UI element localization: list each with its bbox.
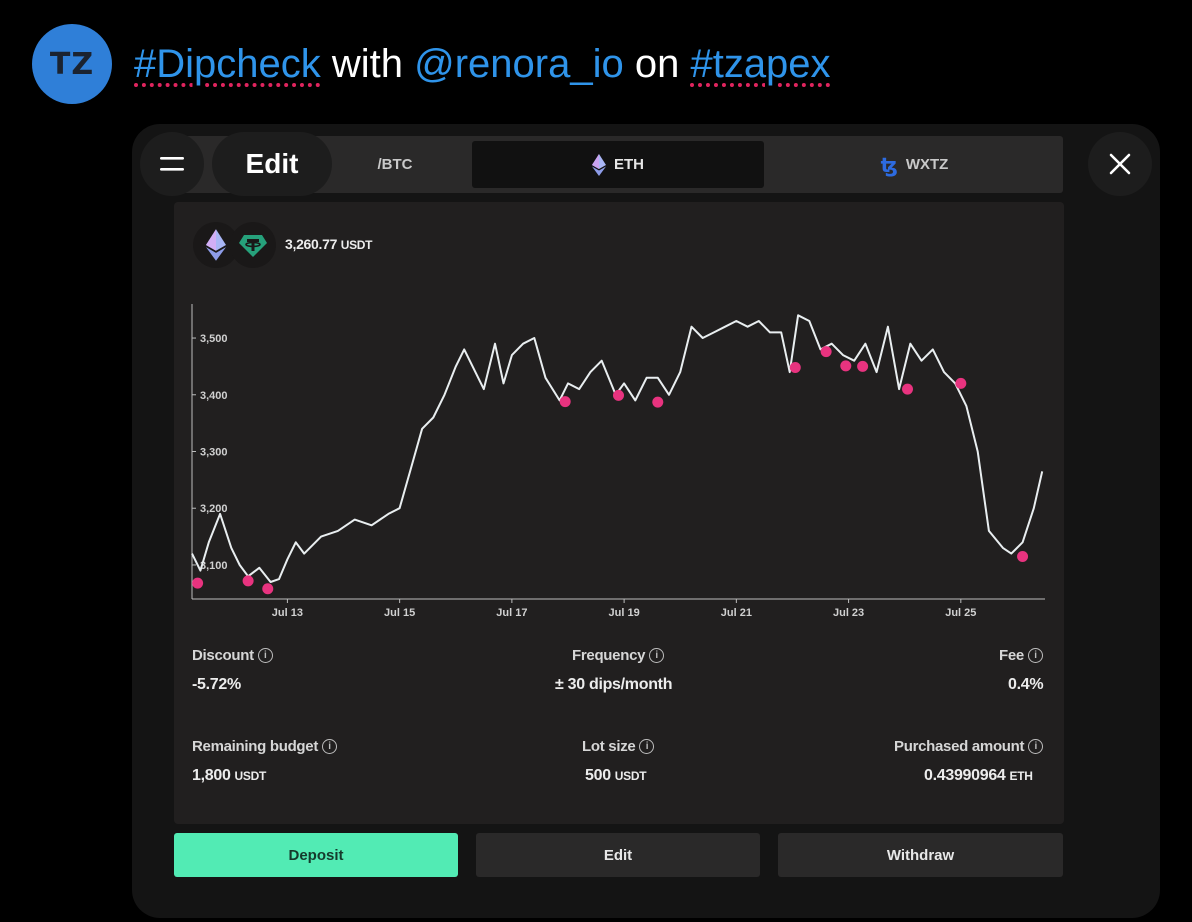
purchased-amount-label-text: Purchased amount <box>894 738 1025 755</box>
edit-image-button[interactable]: Edit <box>212 132 332 196</box>
ethereum-icon <box>206 229 226 261</box>
hamburger-icon <box>160 157 184 171</box>
info-icon[interactable]: i <box>257 648 273 663</box>
tether-icon <box>239 235 267 257</box>
fee-value: 0.4% <box>1008 676 1044 693</box>
fee-label: Fee i <box>999 647 1043 664</box>
avatar-initials: TZ <box>49 46 95 82</box>
purchased-amount-value: 0.43990964 ETH <box>924 767 1033 785</box>
y-tick-label: 3,500 <box>200 333 228 345</box>
price-value: 3,260.77 <box>285 236 338 252</box>
dip-point <box>820 346 832 358</box>
deposit-button[interactable]: Deposit <box>174 833 458 877</box>
dip-point <box>857 360 869 372</box>
close-button[interactable] <box>1088 132 1152 196</box>
dip-point <box>955 377 967 389</box>
tab-wxtz-label: WXTZ <box>905 156 949 173</box>
dip-point <box>789 362 801 374</box>
ethereum-icon <box>592 153 606 176</box>
price-unit: USDT <box>340 238 373 252</box>
close-icon <box>1109 153 1131 175</box>
avatar[interactable]: TZ <box>32 24 112 104</box>
x-tick-label: Jul 19 <box>609 607 640 619</box>
info-icon[interactable]: i <box>639 739 655 754</box>
pair-price: 3,260.77 USDT <box>285 236 372 252</box>
tab-wbtc-label: /BTC <box>377 156 413 173</box>
tab-eth[interactable]: ETH <box>472 141 764 188</box>
remaining-budget-label-text: Remaining budget <box>192 738 319 755</box>
tweet-word-with: with <box>320 42 415 86</box>
usdt-coin <box>230 222 276 268</box>
discount-value: -5.72% <box>192 676 241 693</box>
dip-point <box>1017 550 1029 562</box>
dip-point <box>262 583 274 595</box>
withdraw-button[interactable]: Withdraw <box>778 833 1063 877</box>
mention-renora[interactable]: @renora_io <box>414 42 624 86</box>
frequency-value: ± 30 dips/month <box>555 676 673 693</box>
menu-button[interactable] <box>140 132 204 196</box>
y-tick-label: 3,300 <box>200 447 228 459</box>
dip-point <box>613 389 624 401</box>
dip-point <box>902 383 914 395</box>
tweet-word-on: on <box>623 42 691 86</box>
info-icon[interactable]: i <box>649 648 665 663</box>
price-line <box>191 314 1044 583</box>
frequency-label-text: Frequency <box>572 647 646 664</box>
hashtag-tzapex[interactable]: #tzapex <box>690 42 831 86</box>
info-icon[interactable]: i <box>322 739 338 754</box>
x-tick-label: Jul 25 <box>945 607 976 619</box>
discount-label: Discount i <box>192 647 273 664</box>
hashtag-dipcheck[interactable]: #Dipcheck <box>134 42 321 86</box>
tweet-text: #Dipcheck with @renora_io on #tzapex <box>134 40 831 88</box>
lot-size-label-text: Lot size <box>582 738 636 755</box>
fee-label-text: Fee <box>999 647 1024 664</box>
tab-wxtz[interactable]: ꜩ WXTZ <box>766 141 1063 188</box>
strategy-panel <box>174 202 1064 824</box>
purchased-amount-number: 0.43990964 <box>924 767 1006 784</box>
lot-size-value: 500 USDT <box>585 767 647 785</box>
remaining-budget-value: 1,800 USDT <box>192 767 266 785</box>
remaining-budget-label: Remaining budget i <box>192 738 338 755</box>
price-chart: 3,100 3,200 3,300 3,400 3,500 Jul 13 Jul 15 Jul… <box>191 304 1045 619</box>
y-tick-label: 3,400 <box>200 390 228 402</box>
lot-size-label: Lot size i <box>582 738 655 755</box>
x-tick-label: Jul 23 <box>833 607 864 619</box>
lot-size-unit: USDT <box>614 769 647 783</box>
purchased-amount-label: Purchased amount i <box>894 738 1044 755</box>
lot-size-amount: 500 <box>585 767 611 784</box>
remaining-budget-amount: 1,800 <box>192 767 231 784</box>
discount-label-text: Discount <box>192 647 254 664</box>
frequency-label: Frequency i <box>572 647 665 664</box>
tab-eth-label: ETH <box>614 156 644 173</box>
info-icon[interactable]: i <box>1027 648 1043 663</box>
dip-point <box>192 577 204 589</box>
x-tick-label: Jul 13 <box>272 607 303 619</box>
y-tick-label: 3,200 <box>200 503 228 515</box>
info-icon[interactable]: i <box>1028 739 1044 754</box>
x-tick-label: Jul 15 <box>384 607 415 619</box>
dip-point <box>652 396 664 408</box>
y-tick-label: 3,100 <box>200 560 228 572</box>
dip-point <box>559 396 571 408</box>
tezos-icon: ꜩ <box>880 152 898 177</box>
dip-point <box>840 360 852 372</box>
dip-point <box>242 575 254 587</box>
edit-button[interactable]: Edit <box>476 833 760 877</box>
tab-wbtc[interactable]: /BTC <box>170 141 470 188</box>
remaining-budget-unit: USDT <box>234 769 267 783</box>
x-tick-label: Jul 21 <box>721 607 752 619</box>
x-tick-label: Jul 17 <box>496 607 527 619</box>
purchased-amount-unit: ETH <box>1009 769 1033 783</box>
